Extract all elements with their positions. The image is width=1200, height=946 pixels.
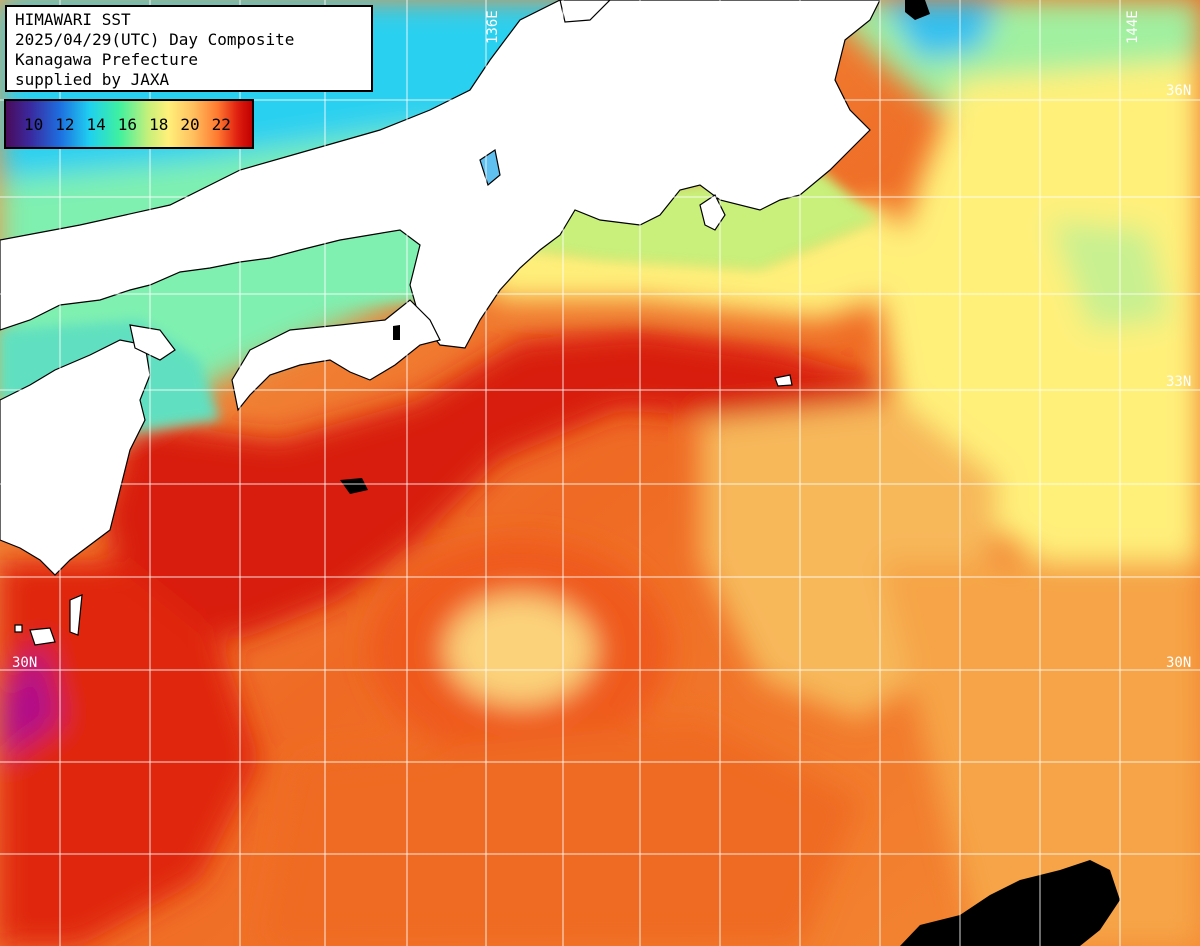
honshu — [0, 0, 881, 349]
title-line-region: Kanagawa Prefecture — [15, 50, 199, 69]
color-scale-legend: 10 12 14 16 18 20 22 — [4, 99, 254, 149]
lon-label-136e: 136E — [485, 10, 501, 44]
shikoku — [231, 299, 441, 412]
lat-label-33n: 33N — [1166, 374, 1191, 390]
legend-tick: 14 — [86, 114, 106, 134]
land — [0, 0, 881, 646]
legend-tick: 16 — [117, 114, 138, 134]
lat-label-30n-left: 30N — [12, 655, 37, 671]
title-line-supplier: supplied by JAXA — [15, 70, 170, 89]
title-line-product: HIMAWARI SST — [15, 10, 131, 29]
legend-tick: 12 — [55, 114, 75, 134]
lat-label-30n-right: 30N — [1166, 655, 1191, 671]
kyushu — [0, 339, 151, 576]
missing-data — [340, 0, 1120, 946]
legend-tick: 20 — [180, 114, 200, 134]
title-box: HIMAWARI SST 2025/04/29(UTC) Day Composi… — [5, 5, 373, 92]
legend-tick: 22 — [211, 114, 231, 134]
title-line-date: 2025/04/29(UTC) Day Composite — [15, 30, 295, 49]
legend-tick: 10 — [24, 114, 44, 134]
lat-label-36n: 36N — [1166, 83, 1191, 99]
lon-label-144e: 144E — [1125, 10, 1141, 44]
legend-tick: 18 — [149, 114, 169, 134]
